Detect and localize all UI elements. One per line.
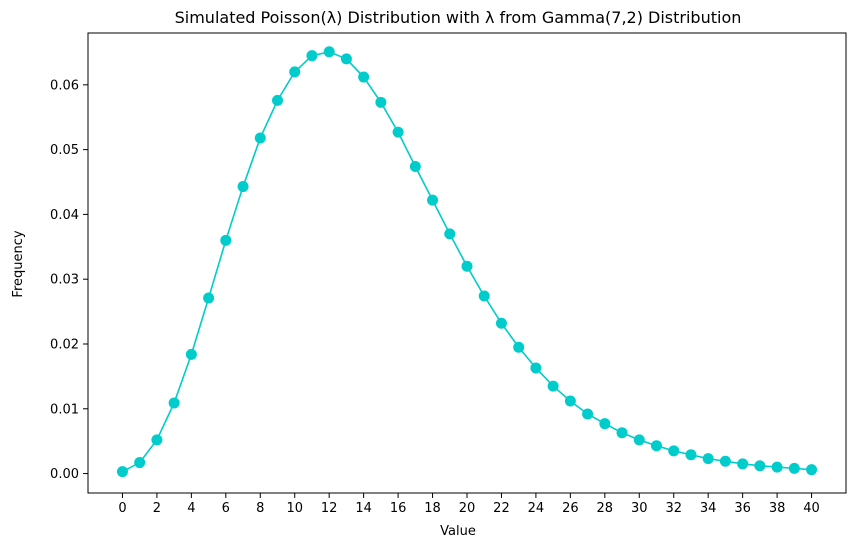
data-point [702,453,714,465]
x-tick-label: 18 [424,501,441,516]
x-tick-label: 38 [769,501,786,516]
data-point [599,418,611,430]
data-point [272,94,283,106]
x-tick-label: 30 [631,501,648,516]
data-point [668,445,680,457]
data-point [185,348,197,360]
y-tick-label: 0.06 [50,78,79,93]
y-tick-label: 0.03 [50,273,79,288]
data-point [134,457,146,469]
data-point [116,466,128,478]
data-point [495,317,507,329]
plot-area: 0 2 4 6 8 10 12 14 16 18 20 22 24 26 28 30 32 34 36 38 40 0.… [50,32,847,516]
data-point [203,292,215,304]
y-tick-label: 0.01 [50,402,79,417]
data-point [340,53,352,65]
x-tick-label: 0 [118,501,126,516]
x-tick-label: 20 [459,501,476,516]
data-point [478,290,490,302]
x-tick-label: 2 [153,501,161,516]
data-point [685,449,697,461]
x-tick-label: 14 [355,501,372,516]
x-tick-label: 10 [286,501,303,516]
data-point [375,96,387,108]
data-point [771,461,783,473]
data-point [306,50,318,62]
x-axis-label: Value [440,524,476,539]
x-tick-label: 22 [493,501,510,516]
y-tick-label: 0.00 [50,467,79,482]
x-tick-label: 40 [803,501,820,516]
data-point [582,408,594,420]
data-point [444,228,456,240]
x-tick-label: 4 [187,501,195,516]
data-point [513,341,525,353]
data-point [616,427,628,439]
data-point [547,380,559,392]
data-point [151,434,163,446]
y-axis-label: Frequency [11,230,26,297]
x-tick-label: 8 [256,501,264,516]
y-tick-label: 0.05 [50,143,79,158]
x-tick-label: 36 [734,501,751,516]
x-tick-label: 6 [222,501,230,516]
data-point [633,434,645,446]
data-point [427,194,439,206]
data-point [530,362,542,374]
y-tick-label: 0.02 [50,337,79,352]
x-tick-label: 34 [700,501,717,516]
data-point [254,132,266,144]
data-point [289,66,301,78]
data-point [409,160,421,172]
data-point [754,460,766,472]
data-point [651,440,662,452]
x-tick-label: 16 [390,501,407,516]
data-point [564,395,576,407]
x-tick-label: 24 [528,501,545,516]
x-tick-label: 28 [597,501,614,516]
data-point [392,126,404,138]
data-point [737,458,749,470]
chart-title: Simulated Poisson(λ) Distribution with λ… [175,8,742,27]
data-point [237,181,249,193]
x-tick-label: 12 [321,501,338,516]
data-point [323,46,335,58]
x-tick-label: 26 [562,501,579,516]
series-points [116,46,818,478]
data-point [719,455,731,467]
data-point [461,260,473,272]
y-tick-label: 0.04 [50,208,79,223]
data-point [168,397,180,409]
x-axis: 0 2 4 6 8 10 12 14 16 18 20 22 24 26 28 30 32 34 36 38 40 [118,493,820,516]
data-point [806,464,818,476]
y-axis: 0.00 0.01 0.02 0.03 0.04 0.05 0.06 [50,78,88,482]
data-point [220,234,232,246]
data-point [358,71,370,83]
data-point [788,462,800,474]
x-tick-label: 32 [665,501,682,516]
